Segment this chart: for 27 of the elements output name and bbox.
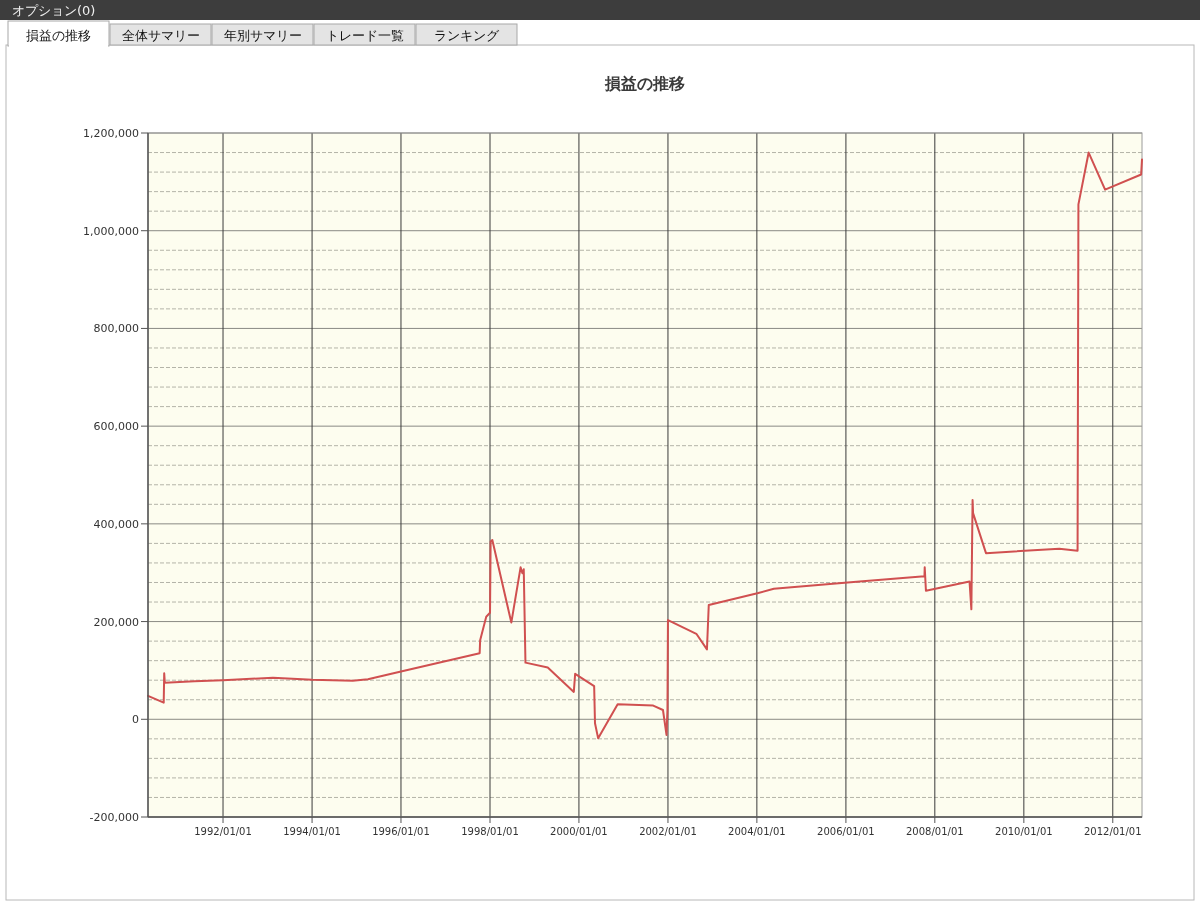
y-tick-label: 400,000 [93, 517, 139, 531]
x-tick-label: 1994/01/01 [283, 826, 341, 837]
tab: ランキング [415, 23, 518, 46]
x-tick-label: 1996/01/01 [372, 826, 430, 837]
y-tick-label: 600,000 [93, 420, 139, 434]
x-tick-label: 2008/01/01 [906, 826, 964, 837]
x-tick-label: 2012/01/01 [1083, 826, 1142, 837]
x-tick-label: 2006/01/01 [817, 826, 875, 837]
x-tick-label: 2002/01/01 [639, 826, 697, 837]
x-tick-label: 2010/01/01 [995, 826, 1053, 837]
header-bar: オプション(0) [0, 0, 1200, 20]
x-tick-label: 2000/01/01 [550, 826, 608, 837]
tab: 年別サマリー [211, 23, 314, 46]
x-tick-label: 2004/01/01 [728, 826, 786, 837]
x-tick-label: 1992/01/01 [194, 826, 252, 837]
y-tick-label: 800,000 [93, 322, 139, 336]
y-tick-label: 0 [132, 713, 139, 727]
x-tick-label: 1998/01/01 [461, 826, 519, 837]
tab: 損益の推移 [7, 20, 110, 47]
y-tick-label: 1,000,000 [83, 224, 139, 238]
y-tick-label: -200,000 [89, 811, 139, 824]
y-tick-label: 200,000 [93, 615, 139, 629]
tab: トレード一覧 [313, 23, 416, 46]
tab: 全体サマリー [109, 23, 212, 46]
y-tick-label: 1,200,000 [83, 127, 139, 140]
line-series [147, 151, 1143, 740]
chart-title: 損益の推移 [604, 74, 685, 93]
